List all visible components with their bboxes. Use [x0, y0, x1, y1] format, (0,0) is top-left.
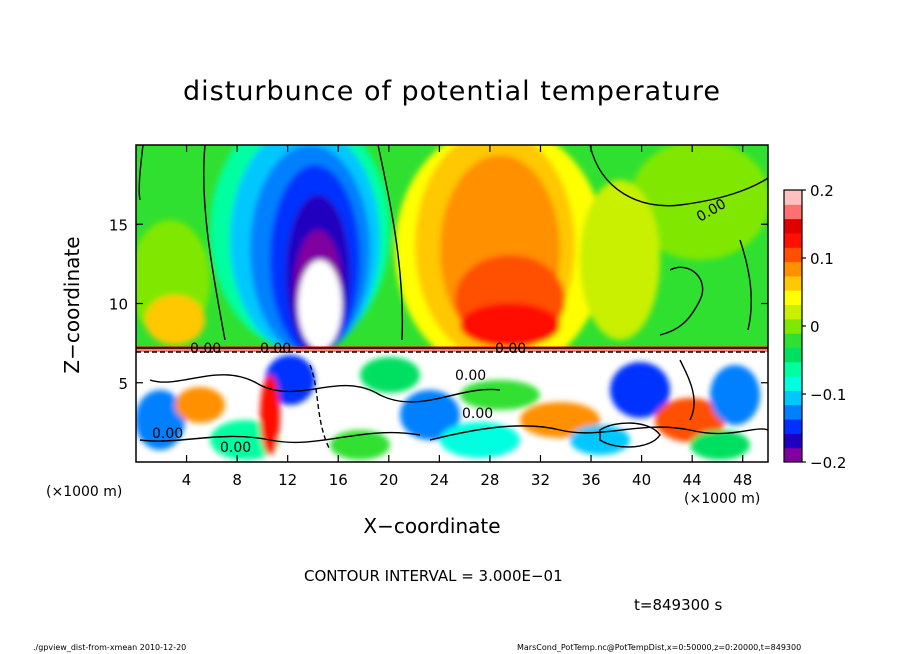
time-stamp: t=849300 s: [634, 596, 723, 614]
colorbar-tick-label: −0.1: [810, 386, 846, 404]
x-tick-label: 28: [480, 471, 499, 489]
colorbar-tick-label: −0.2: [810, 454, 846, 472]
x-tick-label: 40: [632, 471, 651, 489]
colorbar-swatch: [784, 433, 802, 449]
contour-label: 0.00: [190, 341, 221, 357]
footer-left: ./gpview_dist-from-xmean 2010-12-20: [33, 643, 187, 652]
colorbar-swatch: [784, 232, 802, 248]
colorbar-swatch: [784, 376, 802, 391]
colorbar-swatch: [784, 290, 802, 306]
x-unit-left: (×1000 m): [46, 484, 123, 500]
colorbar-swatch: [784, 218, 802, 234]
colorbar-swatch: [784, 275, 802, 291]
y-tick-label: 10: [109, 296, 128, 314]
colorbar-swatch: [784, 390, 802, 406]
colorbar-swatch: [784, 261, 802, 277]
y-axis: 5 10 15: [109, 216, 768, 393]
colorbar-tick-label: 0: [810, 318, 820, 336]
contour-interval: CONTOUR INTERVAL = 3.000E−01: [304, 567, 563, 585]
x-tick-label: 16: [329, 471, 348, 489]
colorbar-swatch: [784, 304, 802, 320]
colorbar-swatch: [784, 361, 802, 377]
colorbar-swatch: [784, 347, 802, 363]
x-tick-label: 4: [182, 471, 192, 489]
colorbar-tick-label: 0.2: [810, 182, 834, 200]
colorbar-swatch: [784, 404, 802, 420]
x-tick-label: 8: [232, 471, 242, 489]
chart-title: disturbunce of potential temperature: [183, 76, 721, 107]
x-tick-label: 20: [379, 471, 398, 489]
colorbar: [784, 190, 802, 463]
contour-label: 0.00: [455, 368, 486, 384]
colorbar-swatch: [784, 190, 802, 205]
colorbar-swatch: [784, 204, 802, 220]
footer-right: MarsCond_PotTemp.nc@PotTempDist,x=0:5000…: [517, 643, 802, 652]
y-tick-label: 5: [118, 375, 128, 393]
colorbar-swatch: [784, 419, 802, 434]
x-tick-label: 44: [683, 471, 702, 489]
colorbar-swatch: [784, 247, 802, 263]
y-axis-label: Z−coordinate: [60, 236, 84, 374]
contour-label: 0.00: [495, 341, 526, 357]
colorbar-swatch: [784, 333, 802, 348]
colorbar-swatch: [784, 318, 802, 334]
contour-label: 0.00: [220, 440, 251, 456]
contour-label: 0.00: [260, 341, 291, 357]
contour-label: 0.00: [152, 426, 183, 442]
colorbar-ticks: 0.2 0.1 0 −0.1 −0.2: [802, 182, 846, 472]
x-axis-label: X−coordinate: [363, 514, 501, 538]
x-axis: 4 8 12 16 20 24 28 32 36 40 44 48: [182, 145, 752, 489]
x-tick-label: 36: [581, 471, 600, 489]
colorbar-swatch: [784, 447, 802, 463]
x-tick-label: 24: [430, 471, 449, 489]
colorbar-tick-label: 0.1: [810, 250, 834, 268]
x-tick-label: 32: [531, 471, 550, 489]
contour-label: 0.00: [462, 406, 493, 422]
x-unit-right: (×1000 m): [684, 491, 761, 507]
heatmap-field: 0.00 0.00 0.00 0.00 0.00 0.00 0.00 0.00: [136, 145, 768, 462]
y-tick-label: 15: [109, 216, 128, 234]
x-tick-label: 48: [733, 471, 752, 489]
x-tick-label: 12: [278, 471, 297, 489]
